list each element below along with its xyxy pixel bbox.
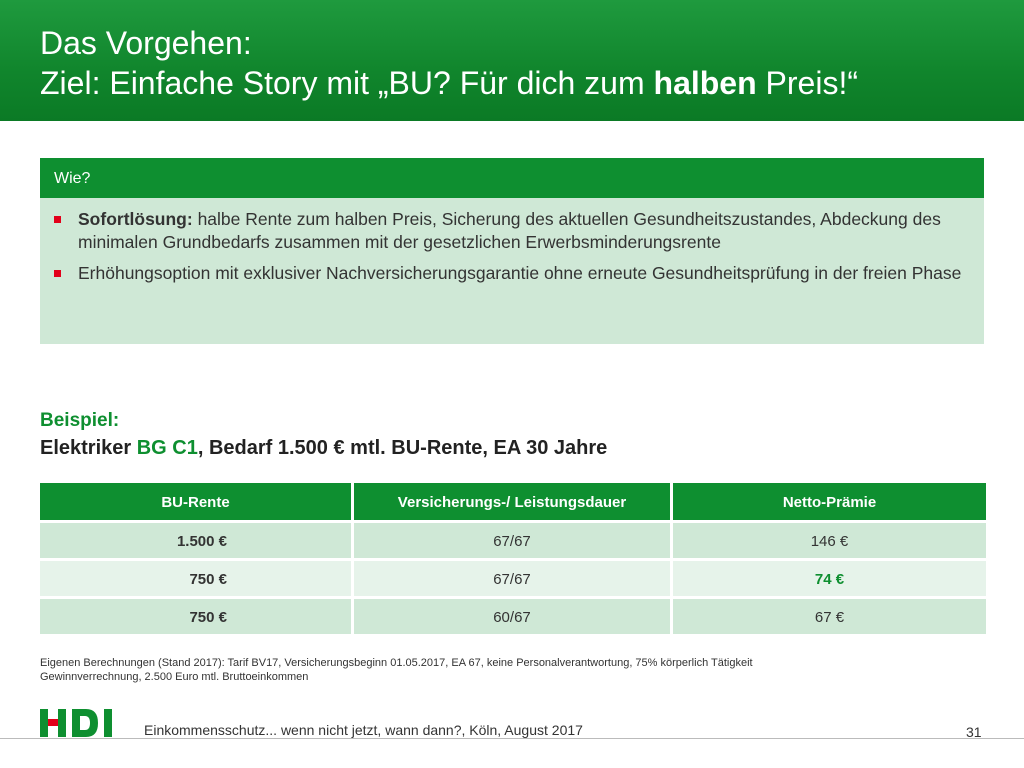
table-row: 750 € 67/67 74 € (40, 561, 986, 599)
table-cell: 60/67 (354, 599, 673, 637)
table-cell: 146 € (673, 523, 986, 561)
table-cell: 1.500 € (40, 523, 354, 561)
hdi-logo (40, 709, 112, 737)
header-cell: BU-Rente (40, 483, 354, 523)
example-desc-pre: Elektriker (40, 437, 137, 459)
bullet-square-icon (54, 216, 61, 223)
list-item: Erhöhungsoption mit exklusiver Nachversi… (54, 262, 984, 285)
example-description: Elektriker BG C1, Bedarf 1.500 € mtl. BU… (40, 437, 607, 460)
title-text: Ziel: Einfache Story mit „BU? Für dich z… (40, 65, 654, 101)
table-cell: 67/67 (354, 561, 673, 599)
example-desc-post: , Bedarf 1.500 € mtl. BU-Rente, EA 30 Ja… (197, 437, 608, 459)
table-header-row: BU-Rente Versicherungs-/ Leistungsdauer … (40, 483, 986, 523)
list-item-bold: Sofortlösung: (78, 209, 193, 229)
list-item: Sofortlösung: halbe Rente zum halben Pre… (54, 208, 984, 254)
table-cell: 67/67 (354, 523, 673, 561)
list-item-text: Erhöhungsoption mit exklusiver Nachversi… (78, 263, 962, 283)
title-text-end: Preis!“ (756, 65, 858, 101)
table-cell: 750 € (40, 561, 354, 599)
footer-text: Einkommensschutz... wenn nicht jetzt, wa… (144, 722, 583, 738)
wie-list: Sofortlösung: halbe Rente zum halben Pre… (40, 198, 984, 285)
footnote: Eigenen Berechnungen (Stand 2017): Tarif… (40, 656, 753, 684)
header-cell: Netto-Prämie (673, 483, 986, 523)
bullet-square-icon (54, 270, 61, 277)
table-cell: 67 € (673, 599, 986, 637)
example-desc-green: BG C1 (136, 437, 198, 459)
page-number: 31 (966, 724, 982, 740)
header-cell: Versicherungs-/ Leistungsdauer (354, 483, 673, 523)
footer-divider (0, 738, 1024, 739)
example-label: Beispiel: (40, 410, 120, 431)
table-cell-highlight: 74 € (673, 561, 986, 599)
table-row: 750 € 60/67 67 € (40, 599, 986, 637)
title-emphasis: halben (653, 65, 757, 101)
wie-box: Wie? Sofortlösung: halbe Rente zum halbe… (40, 158, 984, 344)
wie-heading: Wie? (40, 158, 984, 198)
slide-header: Das Vorgehen: Ziel: Einfache Story mit „… (0, 0, 1024, 121)
table-row: 1.500 € 67/67 146 € (40, 523, 986, 561)
slide-title-line1: Das Vorgehen: (40, 25, 252, 61)
list-item-text: halbe Rente zum halben Preis, Sicherung … (78, 209, 941, 252)
footnote-line: Gewinnverrechnung, 2.500 Euro mtl. Brutt… (40, 671, 309, 683)
slide-title-line2: Ziel: Einfache Story mit „BU? Für dich z… (40, 64, 858, 102)
footnote-line: Eigenen Berechnungen (Stand 2017): Tarif… (40, 657, 753, 669)
table-cell: 750 € (40, 599, 354, 637)
premium-table: BU-Rente Versicherungs-/ Leistungsdauer … (40, 483, 986, 637)
